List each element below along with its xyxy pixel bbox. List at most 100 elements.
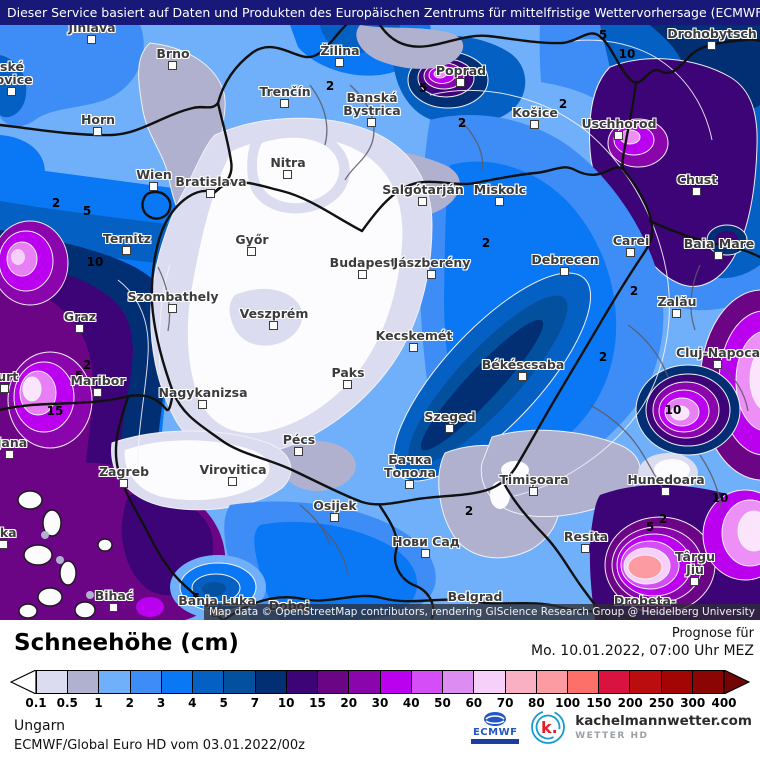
city-label: ské jovice <box>0 58 33 87</box>
city-marker <box>614 131 623 140</box>
scale-tick: 250 <box>648 696 674 710</box>
city-label: Jihlava <box>68 25 116 35</box>
city-marker <box>228 477 237 486</box>
map-attribution: Map data © OpenStreetMap contributors, r… <box>204 604 760 620</box>
scale-tick: 7 <box>250 696 260 710</box>
city-marker <box>581 544 590 553</box>
city-marker <box>367 118 376 127</box>
city-marker <box>690 577 699 586</box>
scale-tick: 5 <box>219 696 228 710</box>
scale-tick: 100 <box>555 696 581 710</box>
scale-tick: 70 <box>496 696 514 710</box>
city-label: Carei <box>612 232 650 248</box>
scale-box <box>443 671 475 693</box>
scale-box <box>130 671 162 693</box>
forecast-label: Prognose für <box>671 626 754 641</box>
logos: ECMWF k. kachelmannwetter.com WETTER HD <box>469 708 752 746</box>
color-scale: 0.1 0.5 1 2 3 4 5 7 10 15 20 30 40 50 60 70 80 100 150 200 2… <box>0 668 760 716</box>
scale-box <box>193 671 225 693</box>
city-label: Debrecen <box>531 251 599 267</box>
scale-box <box>318 671 350 693</box>
city-marker <box>560 267 569 276</box>
city-marker <box>168 304 177 313</box>
city-label: Graz <box>63 308 97 324</box>
contour-value-label: 2 <box>325 79 335 93</box>
city-label: Drobeta- <box>613 592 677 608</box>
city-label: Banská Bystrica <box>343 89 401 118</box>
scale-box <box>474 671 506 693</box>
city-label: Brno <box>156 45 190 61</box>
contour-value-label: 10 <box>664 403 682 417</box>
contour-value-label: 5 <box>645 520 655 534</box>
city-marker <box>335 58 344 67</box>
city-marker <box>93 127 102 136</box>
city-marker <box>149 182 158 191</box>
city-marker <box>530 120 539 129</box>
scale-box <box>68 671 100 693</box>
city-label: Hunedoara <box>627 471 705 487</box>
city-label: Szeged <box>424 408 476 424</box>
city-label: Târgu Jiu <box>675 548 715 577</box>
scale-tick: 2 <box>125 696 134 710</box>
city-marker <box>358 270 367 279</box>
scale-box <box>692 671 724 693</box>
city-label: Pécs <box>282 431 316 447</box>
scale-tick: 40 <box>402 696 420 710</box>
city-marker <box>7 87 16 96</box>
city-marker <box>529 487 538 496</box>
city-marker <box>626 248 635 257</box>
city-label: Nagykanizsa <box>158 384 248 400</box>
contour-value-label: 10 <box>711 491 729 505</box>
contour-value-label: 15 <box>46 404 64 418</box>
scale-box <box>224 671 256 693</box>
contour-value-label: 2 <box>457 116 467 130</box>
ecmwf-bar <box>471 738 520 744</box>
city-label: Resita <box>563 528 609 544</box>
city-label: Győr <box>235 231 269 247</box>
city-label: furt <box>0 368 19 384</box>
scale-tick: 20 <box>340 696 358 710</box>
city-label: Horn <box>80 111 116 127</box>
contour-value-label: 2 <box>82 358 92 372</box>
scale-tick: 200 <box>617 696 643 710</box>
city-marker <box>445 424 454 433</box>
city-marker <box>0 384 9 393</box>
city-label: ljana <box>0 434 28 450</box>
scale-boxes <box>36 670 724 694</box>
scale-box <box>630 671 662 693</box>
ecmwf-label: ECMWF <box>472 726 518 738</box>
city-marker <box>168 61 177 70</box>
scale-box <box>255 671 287 693</box>
scale-tick: 60 <box>465 696 483 710</box>
forecast-datetime: Mo. 10.01.2022, 07:00 Uhr MEZ <box>531 643 754 659</box>
city-label: Veszprém <box>239 305 309 321</box>
scale-box <box>161 671 194 693</box>
scale-box <box>661 671 693 693</box>
scale-tick: 3 <box>156 696 166 710</box>
city-label: Banja Luka <box>178 592 256 608</box>
city-marker <box>283 170 292 179</box>
scale-tick: 0.1 <box>25 696 47 710</box>
page-title: Schneehöhe (cm) <box>14 630 239 656</box>
city-label: Bratislava <box>175 173 247 189</box>
city-label: Trenčín <box>259 83 311 99</box>
scale-tick: 4 <box>188 696 197 710</box>
scale-tick: 0.5 <box>56 696 78 710</box>
snow-depth-map: Jihlava Brno Žilina ské jovice Horn Trenčín Ba… <box>0 25 760 620</box>
contour-value-label: 2 <box>464 504 474 518</box>
city-marker <box>518 372 527 381</box>
contour-value-label: 2 <box>481 236 491 250</box>
contour-value-label: 10 <box>618 47 636 61</box>
city-label: eka <box>0 524 17 540</box>
city-label: Zagreb <box>98 463 150 479</box>
city-marker <box>5 450 14 459</box>
city-label: Jászberény <box>393 254 471 270</box>
city-label: Budapest <box>329 254 397 270</box>
contour-value-label: 5 <box>74 369 84 383</box>
city-marker <box>75 324 84 333</box>
map-canvas <box>0 25 760 620</box>
city-marker <box>672 309 681 318</box>
city-marker <box>456 78 465 87</box>
legend-panel: Schneehöhe (cm) Prognose für Mo. 10.01.2… <box>0 620 760 760</box>
city-marker <box>714 251 723 260</box>
